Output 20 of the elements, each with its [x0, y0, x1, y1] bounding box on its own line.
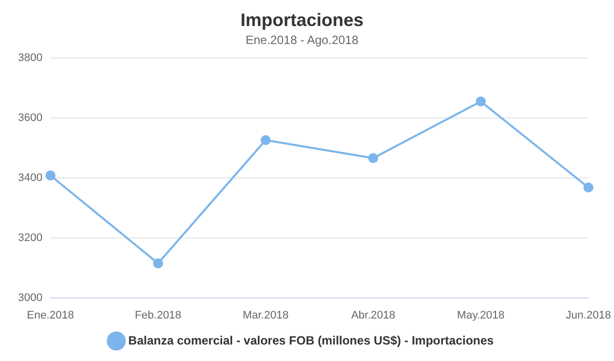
x-tick-label: Feb.2018: [134, 309, 182, 322]
y-tick-label: 3200: [18, 232, 42, 244]
chart-title: Importaciones: [240, 10, 364, 30]
x-tick-label: May.2018: [457, 309, 505, 322]
y-tick-label: 3600: [18, 112, 42, 124]
legend-label: Balanza comercial - valores FOB (millones US$) - Importaciones: [128, 333, 494, 348]
y-tick-label: 3800: [18, 52, 42, 64]
y-tick-label: 3000: [18, 292, 42, 304]
x-tick-label: Jun.2018: [566, 309, 611, 322]
point: [153, 258, 164, 268]
point: [476, 96, 486, 106]
point: [260, 135, 271, 146]
point: [583, 182, 594, 192]
point: [368, 153, 378, 164]
x-tick-label: Mar.2018: [242, 309, 289, 322]
y-tick-label: 3400: [18, 172, 42, 184]
x-tick-label: Abr.2018: [351, 309, 396, 322]
chart-subtitle: Ene.2018 - Ago.2018: [246, 33, 359, 48]
point: [45, 170, 56, 180]
x-tick-label: Ene.2018: [26, 309, 74, 322]
